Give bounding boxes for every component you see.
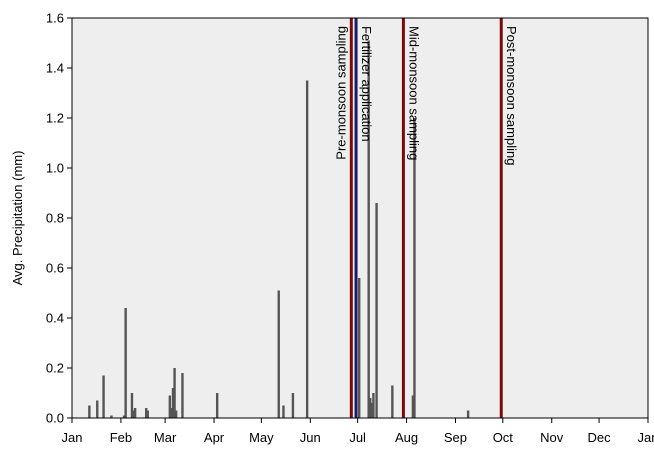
precipitation-bar <box>168 395 172 418</box>
precipitation-bar <box>367 40 370 418</box>
y-tick-label: 1.2 <box>46 111 64 126</box>
precipitation-bar <box>215 393 219 418</box>
y-tick-label: 1.6 <box>46 11 64 26</box>
precipitation-bar <box>130 393 134 418</box>
precipitation-bar <box>88 405 91 418</box>
x-tick-label: Mar <box>154 430 177 445</box>
precipitation-bar <box>110 415 113 418</box>
y-tick-label: 1.4 <box>46 61 64 76</box>
y-tick-label: 0.4 <box>46 311 64 326</box>
x-tick-label: Apr <box>204 430 225 445</box>
precipitation-bar <box>102 375 105 418</box>
precipitation-bar <box>124 308 127 418</box>
x-tick-label: Jan <box>638 430 654 445</box>
event-label: Post-monsoon sampling <box>504 26 519 165</box>
precipitation-bar <box>413 118 416 418</box>
precipitation-bar <box>375 203 378 418</box>
precipitation-bar <box>372 393 375 418</box>
precipitation-bar <box>181 373 184 418</box>
precipitation-bar <box>411 395 415 418</box>
precipitation-bar <box>174 410 178 418</box>
y-axis-title: Avg. Precipitation (mm) <box>10 151 25 286</box>
x-tick-label: Aug <box>395 430 418 445</box>
event-label: Mid-monsoon sampling <box>406 26 421 160</box>
event-label: Fertilizer application <box>359 26 374 142</box>
x-tick-label: Jul <box>349 430 366 445</box>
x-tick-label: Feb <box>110 430 132 445</box>
event-label: Pre-monsoon sampling <box>333 26 348 160</box>
precipitation-bar <box>170 408 173 418</box>
precipitation-bar <box>391 385 394 418</box>
y-tick-label: 0.6 <box>46 261 64 276</box>
y-tick-label: 1.0 <box>46 161 64 176</box>
x-tick-label: Oct <box>493 430 514 445</box>
precipitation-bar <box>291 393 295 418</box>
precipitation-bar <box>369 398 372 418</box>
precipitation-bar <box>370 403 374 418</box>
precipitation-bar <box>305 80 309 418</box>
y-tick-label: 0.8 <box>46 211 64 226</box>
precipitation-bar <box>133 408 137 418</box>
y-tick-label: 0.0 <box>46 411 64 426</box>
x-tick-label: Jun <box>300 430 321 445</box>
precipitation-bar <box>132 410 135 418</box>
x-tick-label: Dec <box>588 430 612 445</box>
x-tick-label: May <box>249 430 274 445</box>
precipitation-bar <box>96 400 99 418</box>
x-tick-label: Nov <box>540 430 564 445</box>
precipitation-bar <box>358 278 361 418</box>
precipitation-bar <box>282 405 285 418</box>
x-tick-label: Sep <box>444 430 467 445</box>
precipitation-bar <box>144 408 148 418</box>
precipitation-bar <box>146 410 149 418</box>
x-tick-label: Jan <box>62 430 83 445</box>
precipitation-bar <box>466 410 470 418</box>
precipitation-bar <box>277 290 280 418</box>
precipitation-bar <box>173 368 176 418</box>
y-tick-label: 0.2 <box>46 361 64 376</box>
precipitation-bar <box>122 415 126 418</box>
precipitation-bar <box>171 388 175 418</box>
